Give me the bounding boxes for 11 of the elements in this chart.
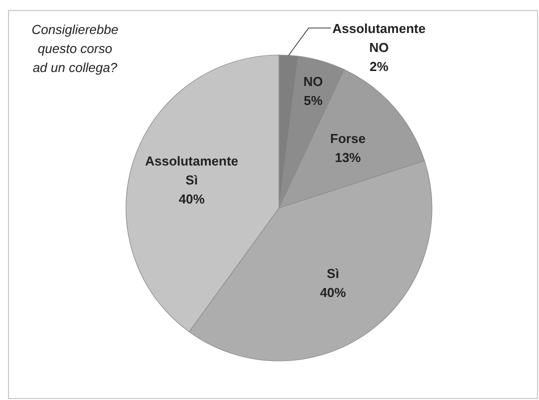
data-label: 40%	[178, 192, 206, 207]
slice-label: Sì	[326, 266, 340, 281]
slice-label: Assolutamente Sì	[145, 154, 238, 188]
data-label: 13%	[334, 150, 362, 165]
slice-label: NO	[303, 74, 323, 89]
slice-label: Forse	[330, 130, 366, 146]
data-label: 40%	[320, 284, 346, 300]
data-label: 2%	[370, 59, 389, 74]
text: Consiglierebbe questo corso ad un collega?	[32, 22, 118, 75]
data-label: 5%	[304, 92, 323, 108]
slice-label: Assolutamente NO	[332, 21, 426, 55]
